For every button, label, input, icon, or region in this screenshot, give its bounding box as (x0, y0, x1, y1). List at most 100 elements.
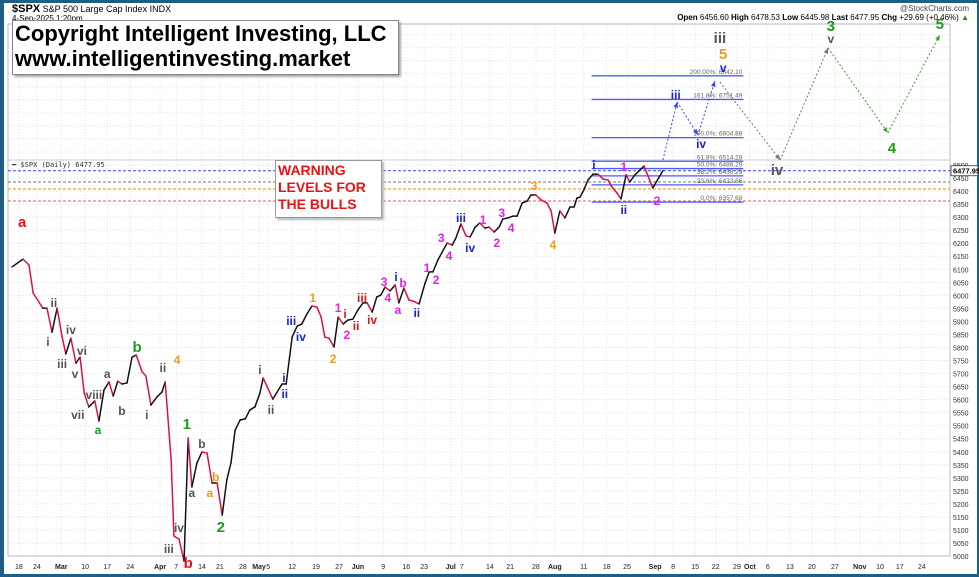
x-tick-label: 12 (288, 564, 296, 571)
wave-label-magenta: 2 (493, 236, 500, 250)
price-segment (446, 242, 453, 246)
y-tick-label: 5850 (953, 332, 969, 339)
price-segment (234, 419, 241, 431)
wave-label-gray: v (72, 367, 79, 381)
price-segment (117, 380, 123, 385)
y-tick-label: 5150 (953, 515, 969, 522)
y-tick-label: 5600 (953, 398, 969, 405)
y-tick-label: 5300 (953, 476, 969, 483)
wave-label-blue: i (394, 270, 397, 284)
wave-label-gray: i (46, 335, 49, 349)
wave-label-magenta: 2 (433, 273, 440, 287)
price-segment (620, 174, 627, 200)
x-tick-label: 27 (831, 564, 839, 571)
price-segment (437, 242, 448, 261)
x-tick-label: 20 (808, 564, 816, 571)
price-segment (226, 462, 232, 481)
price-segment (239, 418, 246, 421)
wave-label-magenta: 4 (508, 221, 515, 235)
fibonacci-levels: 200.00%: 6842.10 161.8%: 6751.49 100.0%: 6… (591, 69, 744, 203)
up-arrow-icon: ▲ (961, 13, 969, 22)
wave-label-magenta: 1 (335, 301, 342, 315)
x-tick-label: 24 (126, 564, 134, 571)
price-segment (320, 316, 326, 338)
wave-label-blue: iv (465, 241, 475, 255)
chart-datetime: 4-Sep-2025 1:20pm (12, 14, 83, 23)
price-segment (625, 174, 631, 183)
website-text: www.intelligentinvesting.market (15, 46, 351, 71)
price-segment (629, 174, 636, 183)
price-segment (597, 173, 604, 180)
y-tick-label: 5650 (953, 385, 969, 392)
price-segment (469, 226, 476, 238)
y-tick-label: 6150 (953, 254, 969, 261)
x-tick-label: Mar (55, 564, 68, 571)
price-segment (616, 192, 622, 200)
price-segment (342, 319, 349, 325)
symbol: $SPX (12, 3, 41, 15)
grid (7, 23, 951, 557)
price-segment (173, 535, 180, 540)
x-tick-label: 10 (81, 564, 89, 571)
x-tick-label: Sep (649, 564, 662, 571)
arrowhead-icon (710, 81, 716, 88)
price-segment (201, 451, 208, 454)
x-tick-label: 14 (198, 564, 206, 571)
price-segment (488, 226, 495, 233)
wave-label-orange: 2 (330, 352, 337, 366)
price-segment (301, 313, 308, 325)
price-segment (380, 286, 386, 296)
price-segment (347, 318, 354, 321)
price-segment (634, 165, 645, 176)
wave-label-magenta: 2 (654, 194, 661, 208)
wave-label-magenta: 1 (424, 261, 431, 275)
x-tick-label: 15 (691, 564, 699, 571)
fib-label: 161.8%: 6751.49 (693, 92, 743, 99)
wave-label-gray: iii (164, 542, 174, 556)
price-segment (126, 356, 133, 384)
wave-label-blue: i (282, 371, 285, 385)
wave-label-orange: a (206, 486, 213, 500)
price-segment (602, 178, 609, 181)
warning-line-3: THE BULLS (278, 196, 357, 212)
price-segment (418, 282, 426, 305)
price-segment (178, 538, 185, 562)
x-tick-label: 27 (335, 564, 343, 571)
x-tick-label: 8 (671, 564, 675, 571)
price-segment (191, 462, 198, 488)
last-value: 6477.95 (850, 13, 880, 22)
wave-label-magenta: 4 (446, 249, 453, 263)
wave-label-gray: iv (174, 521, 184, 535)
price-segment (493, 226, 500, 233)
wave-label-gray: a (104, 367, 111, 381)
x-tick-label: Oct (744, 564, 756, 571)
price-segment (559, 210, 566, 219)
wave-label-red: b (184, 555, 193, 572)
wave-label-gray: v (827, 32, 834, 46)
price-segment (94, 400, 100, 422)
price-segment (521, 200, 528, 204)
price-segment (32, 292, 44, 309)
y-tick-label: 5050 (953, 541, 969, 548)
x-tick-label: 19 (312, 564, 320, 571)
wave-label-gray: b (118, 404, 125, 418)
wave-label-blue: iii (671, 88, 681, 102)
x-tick-label: 23 (420, 564, 428, 571)
last-label: Last (831, 13, 849, 22)
price-segment (141, 371, 147, 377)
price-segment (196, 451, 203, 464)
y-tick-label: 5100 (953, 528, 969, 535)
y-tick-label: 5750 (953, 359, 969, 366)
x-tick-label: 28 (532, 564, 540, 571)
x-tick-label: 17 (103, 564, 111, 571)
price-segment (389, 284, 396, 292)
stockcharts-brand[interactable]: @StockCharts.com (899, 4, 969, 13)
price-segment (230, 429, 236, 464)
wave-label-orange: 4 (550, 238, 557, 252)
legend-text: $SPX (Daily) 6477.95 (20, 161, 105, 169)
x-tick-label: 6 (766, 564, 770, 571)
y-tick-label: 5500 (953, 424, 969, 431)
wave-label-blue: iv (296, 330, 306, 344)
y-tick-label: 5350 (953, 463, 969, 470)
